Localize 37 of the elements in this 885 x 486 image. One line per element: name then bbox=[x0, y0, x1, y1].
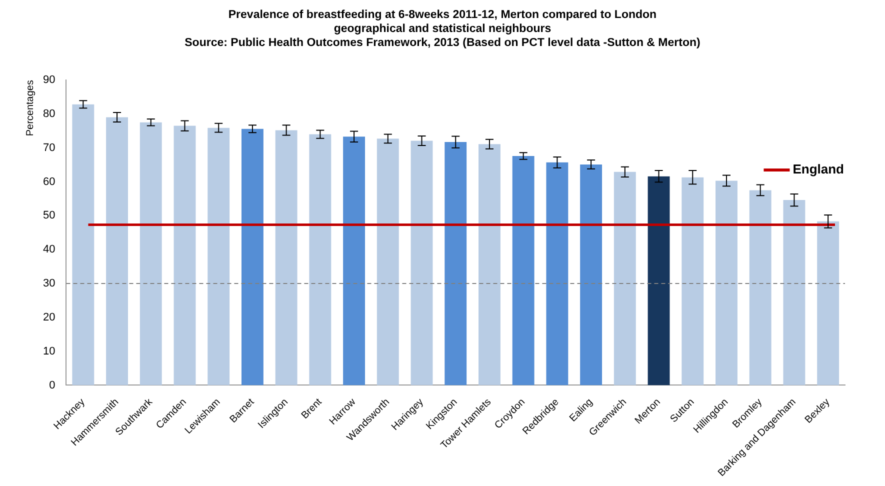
bar bbox=[241, 128, 264, 386]
bar bbox=[174, 126, 196, 386]
y-tick-label: 0 bbox=[49, 379, 56, 392]
y-tick-label: 60 bbox=[42, 176, 56, 188]
y-tick-label: 80 bbox=[42, 108, 56, 120]
y-tick-label: 70 bbox=[42, 142, 56, 154]
bar bbox=[410, 140, 433, 386]
source-note: Source: Public Health Outcomes Framework, 2013 (Based on PCT level data -Sutton & Merton) bbox=[184, 36, 702, 50]
bar bbox=[512, 156, 534, 386]
legend-label: England bbox=[792, 162, 844, 177]
bar bbox=[817, 221, 840, 386]
bar bbox=[580, 164, 602, 386]
bar bbox=[343, 136, 366, 386]
bar bbox=[783, 200, 806, 386]
y-tick-label: 40 bbox=[42, 244, 56, 256]
bar bbox=[716, 180, 738, 386]
bar bbox=[749, 190, 772, 386]
y-axis-title: Percentages bbox=[24, 80, 36, 136]
bar bbox=[648, 176, 670, 386]
bar bbox=[478, 144, 500, 386]
y-tick-label: 20 bbox=[42, 311, 56, 324]
bar bbox=[106, 117, 128, 386]
bar bbox=[614, 172, 636, 386]
y-tick-label: 50 bbox=[42, 210, 56, 222]
bar bbox=[140, 122, 162, 386]
bar bbox=[376, 138, 399, 386]
bar bbox=[275, 130, 298, 386]
bar bbox=[546, 162, 568, 386]
y-tick-label: 10 bbox=[42, 345, 56, 358]
bar bbox=[208, 128, 230, 386]
chart-title: Prevalence of breastfeeding at 6-8weeks 2011-12, Merton compared to London geographical and statistical neighbours bbox=[227, 8, 658, 36]
y-tick-label: 30 bbox=[42, 278, 56, 290]
y-tick-label: 90 bbox=[42, 74, 56, 86]
bar bbox=[444, 142, 467, 386]
bar bbox=[682, 177, 704, 386]
bar bbox=[309, 134, 332, 386]
bar bbox=[72, 104, 94, 386]
